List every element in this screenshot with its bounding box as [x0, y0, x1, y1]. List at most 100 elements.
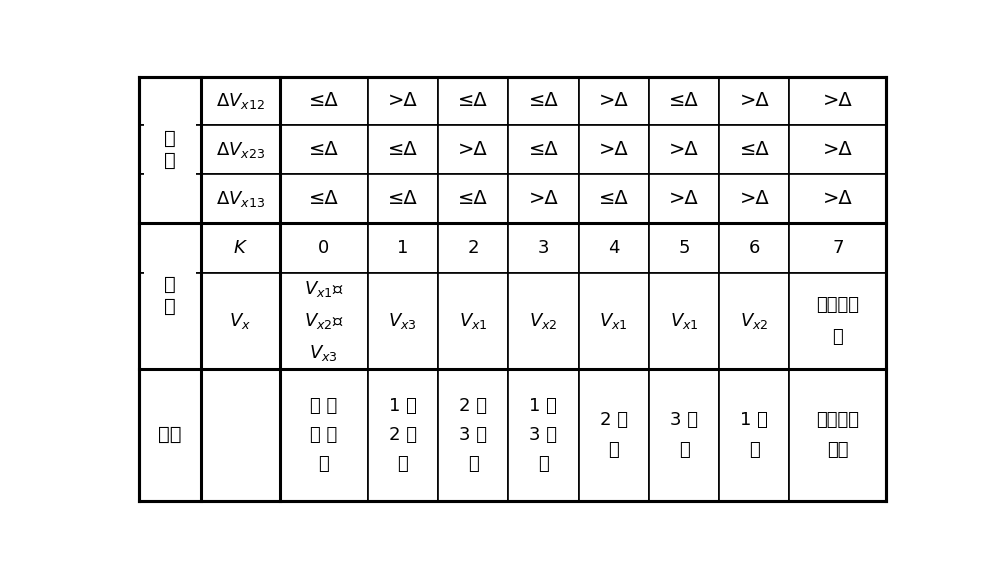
Bar [508, 174, 579, 223]
Bar [438, 223, 508, 273]
Bar [144, 371, 196, 499]
Bar [789, 369, 886, 501]
Bar [368, 77, 438, 125]
Bar [649, 125, 719, 174]
Text: >Δ: >Δ [669, 140, 699, 160]
Bar [508, 369, 579, 501]
Text: 5: 5 [678, 239, 690, 257]
Bar [368, 125, 438, 174]
Bar [144, 226, 196, 366]
Text: $V_{x2}$: $V_{x2}$ [740, 311, 769, 331]
Text: $V_{x2}$或: $V_{x2}$或 [304, 311, 343, 331]
Text: ≤Δ: ≤Δ [529, 92, 558, 110]
Text: >Δ: >Δ [739, 92, 769, 110]
Text: 0: 0 [318, 239, 329, 257]
Bar [508, 77, 579, 125]
Text: $\Delta V_{x13}$: $\Delta V_{x13}$ [216, 189, 265, 209]
Text: ≤Δ: ≤Δ [309, 189, 338, 208]
Text: 1 或
2 故
障: 1 或 2 故 障 [389, 397, 417, 473]
Text: >Δ: >Δ [823, 189, 853, 208]
Text: $V_{x1}$、: $V_{x1}$、 [304, 279, 343, 299]
Bar [144, 79, 196, 220]
Text: $V_{x3}$: $V_{x3}$ [309, 343, 338, 363]
Bar [719, 273, 789, 369]
Bar [719, 77, 789, 125]
Bar [508, 223, 579, 273]
Bar [139, 174, 201, 223]
Bar [201, 77, 280, 125]
Bar [649, 174, 719, 223]
Bar [438, 125, 508, 174]
Bar [508, 125, 579, 174]
Bar [579, 223, 649, 273]
Bar [139, 77, 201, 125]
Text: 1 或
3 故
障: 1 或 3 故 障 [529, 397, 557, 473]
Text: 2: 2 [467, 239, 479, 257]
Bar [280, 223, 368, 273]
Text: ≤Δ: ≤Δ [529, 140, 558, 160]
Text: 输
入: 输 入 [164, 129, 176, 170]
Text: ≤Δ: ≤Δ [669, 92, 699, 110]
Text: $V_{x3}$: $V_{x3}$ [388, 311, 417, 331]
Text: $V_{x2}$: $V_{x2}$ [529, 311, 558, 331]
Bar [368, 369, 438, 501]
Text: $V_{x1}$: $V_{x1}$ [459, 311, 487, 331]
Text: >Δ: >Δ [669, 189, 699, 208]
Bar [649, 369, 719, 501]
Text: 6: 6 [749, 239, 760, 257]
Text: ≤Δ: ≤Δ [309, 140, 338, 160]
Bar [649, 77, 719, 125]
Text: 3: 3 [538, 239, 549, 257]
Text: 3 故
障: 3 故 障 [670, 411, 698, 459]
Text: 7: 7 [832, 239, 844, 257]
Text: 至少两路
故障: 至少两路 故障 [816, 411, 859, 459]
Text: 1: 1 [397, 239, 408, 257]
Text: >Δ: >Δ [823, 92, 853, 110]
Bar [201, 273, 280, 369]
Text: >Δ: >Δ [739, 189, 769, 208]
Bar [719, 174, 789, 223]
Bar [201, 223, 280, 273]
Text: $\Delta V_{x23}$: $\Delta V_{x23}$ [216, 140, 265, 160]
Text: $V_x$: $V_x$ [229, 311, 251, 331]
Bar [280, 174, 368, 223]
Text: ≤Δ: ≤Δ [388, 140, 418, 160]
Bar [649, 223, 719, 273]
Bar [579, 174, 649, 223]
Bar [201, 174, 280, 223]
Bar [139, 273, 201, 369]
Text: ≤Δ: ≤Δ [388, 189, 418, 208]
Bar [438, 273, 508, 369]
Bar [280, 273, 368, 369]
Text: $V_{x1}$: $V_{x1}$ [670, 311, 698, 331]
Text: 输
出: 输 出 [164, 275, 176, 316]
Bar [789, 223, 886, 273]
Bar [789, 174, 886, 223]
Text: >Δ: >Δ [458, 140, 488, 160]
Text: ≤Δ: ≤Δ [599, 189, 629, 208]
Bar [789, 273, 886, 369]
Bar [579, 125, 649, 174]
Text: 注释: 注释 [158, 426, 182, 444]
Text: ≤Δ: ≤Δ [739, 140, 769, 160]
Bar [280, 125, 368, 174]
Text: ≤Δ: ≤Δ [309, 92, 338, 110]
Text: >Δ: >Δ [823, 140, 853, 160]
Bar [368, 223, 438, 273]
Text: 4: 4 [608, 239, 619, 257]
Text: $V_{x1}$: $V_{x1}$ [599, 311, 628, 331]
Bar [508, 273, 579, 369]
Bar [139, 125, 201, 174]
Bar [368, 273, 438, 369]
Text: >Δ: >Δ [599, 140, 629, 160]
Bar [719, 125, 789, 174]
Bar [201, 369, 280, 501]
Text: >Δ: >Δ [599, 92, 629, 110]
Bar [719, 369, 789, 501]
Text: 2 或
3 故
障: 2 或 3 故 障 [459, 397, 487, 473]
Text: $\Delta V_{x12}$: $\Delta V_{x12}$ [216, 91, 265, 111]
Text: $K$: $K$ [233, 239, 248, 257]
Bar [579, 77, 649, 125]
Bar [368, 174, 438, 223]
Bar [280, 369, 368, 501]
